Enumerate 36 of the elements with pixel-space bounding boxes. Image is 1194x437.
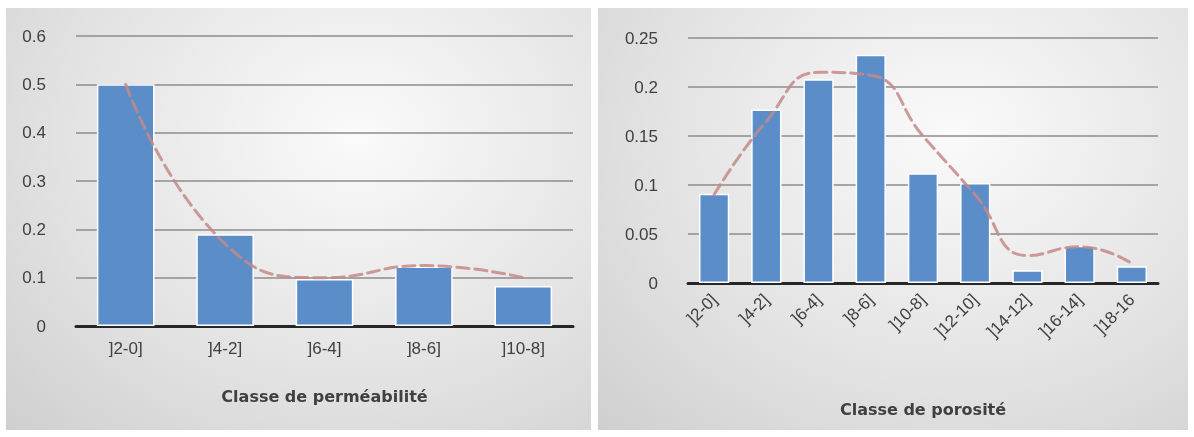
line-series [124,82,525,280]
x-tick-label: ]2-0] [108,339,143,358]
y-tick-label: 0 [36,316,46,336]
bar [698,193,730,283]
y-tick-label: 0.15 [624,126,658,146]
y-tick-label: 0.2 [22,219,46,239]
y-tick-label: 0.2 [634,77,658,97]
bar [295,279,354,326]
bar [395,266,453,326]
y-tick-label: 0.1 [634,175,658,195]
x-tick-label: ]4-2] [208,339,243,358]
y-tick-label: 0.1 [22,268,46,288]
bar [1116,266,1148,283]
bar [855,54,886,283]
x-tick-label: ]8-6] [406,339,441,358]
bar [960,183,991,283]
x-tick-label: ]6-4] [307,339,342,358]
bar [907,173,939,283]
y-tick-label: 0.25 [624,28,658,48]
bar [803,79,834,283]
line-series [712,70,1134,265]
x-tick-label: ]10-8] [501,339,546,358]
y-tick-label: 0.05 [624,224,658,244]
bar [494,285,553,326]
y-tick-label: 0.6 [22,26,46,46]
y-tick-label: 0.3 [22,171,46,191]
bar [1012,270,1043,283]
bar [751,109,782,283]
bar [196,234,254,326]
x-axis-title: Classe de porosité [839,399,1007,419]
bar [1064,245,1095,283]
bar [96,84,155,326]
y-tick-label: 0 [648,273,658,293]
y-tick-label: 0.5 [22,74,46,94]
y-tick-label: 0.4 [22,123,46,143]
x-axis-title: Classe de perméabilité [221,386,428,406]
